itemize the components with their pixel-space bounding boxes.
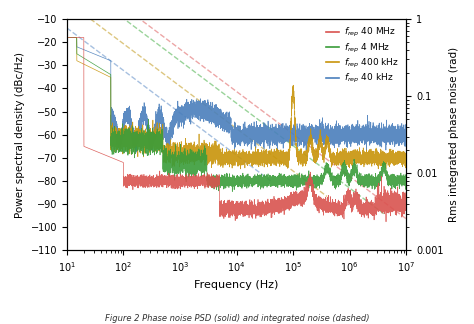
Y-axis label: Power spectral density (dBc/Hz): Power spectral density (dBc/Hz) [15,52,25,218]
Text: Figure 2 Phase noise PSD (solid) and integrated noise (dashed): Figure 2 Phase noise PSD (solid) and int… [105,314,369,323]
X-axis label: Frequency (Hz): Frequency (Hz) [194,280,279,290]
Legend: $f_{rep}$ 40 MHz, $f_{rep}$ 4 MHz, $f_{rep}$ 400 kHz, $f_{rep}$ 40 kHz: $f_{rep}$ 40 MHz, $f_{rep}$ 4 MHz, $f_{r… [323,24,401,88]
Y-axis label: Rms integrated phase noise (rad): Rms integrated phase noise (rad) [449,47,459,222]
